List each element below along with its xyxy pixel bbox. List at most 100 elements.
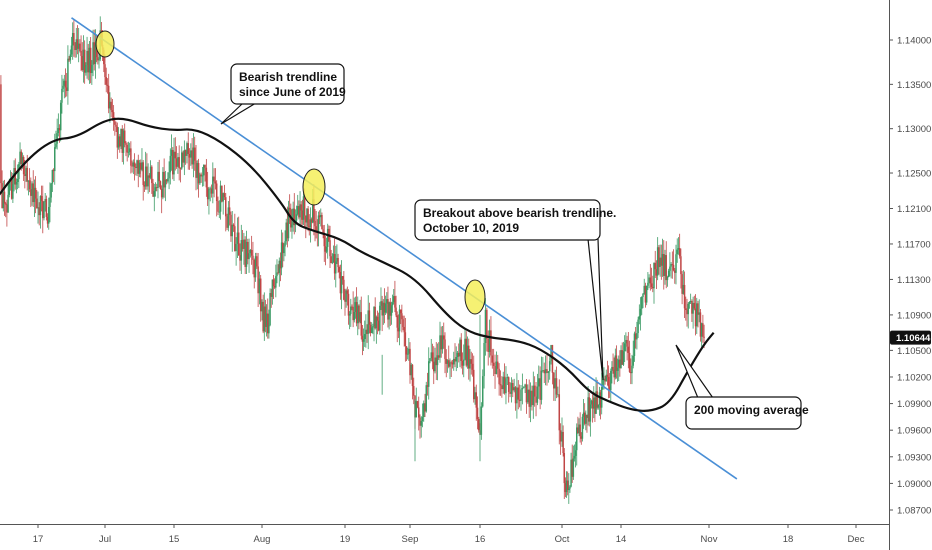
candle-body <box>19 151 21 165</box>
candle-body <box>620 350 622 369</box>
candle-body <box>612 366 614 370</box>
candle-body <box>138 162 141 174</box>
candle-body <box>513 387 515 391</box>
candle-body <box>606 374 609 377</box>
candle-body <box>648 277 650 283</box>
candle-body <box>441 335 444 350</box>
candle-body <box>431 352 434 362</box>
candle-body <box>484 309 487 343</box>
candle-body <box>7 194 9 213</box>
candle-body <box>98 59 100 61</box>
candle-body <box>142 162 144 185</box>
candle-body <box>561 431 563 442</box>
time-tick-label: 15 <box>169 534 180 545</box>
candle-body <box>159 181 162 189</box>
candle-body <box>681 274 683 294</box>
candle-body <box>164 179 167 188</box>
candle-body <box>488 330 491 352</box>
candle-body <box>24 174 26 176</box>
candle-body <box>2 191 5 209</box>
candle-body <box>326 228 329 247</box>
candle-body <box>14 168 17 185</box>
candle-body <box>303 196 306 216</box>
candle-body <box>696 303 698 327</box>
candle-body <box>603 378 605 380</box>
candle-body <box>245 241 248 267</box>
candle-body <box>518 399 521 401</box>
candle-body <box>398 309 401 332</box>
candle-body <box>280 242 283 269</box>
time-tick-label: Dec <box>848 534 865 545</box>
candle-body <box>323 232 325 247</box>
candle-body <box>627 346 630 353</box>
candle-body <box>167 178 169 182</box>
highlight-layer <box>95 30 486 315</box>
candle-body <box>384 303 387 313</box>
candle-body <box>433 361 435 372</box>
candle-body <box>148 175 151 178</box>
candle-body <box>483 342 485 377</box>
candle-body <box>70 45 73 55</box>
candle-body <box>507 377 510 392</box>
candle-body <box>52 169 55 172</box>
candle-layer <box>0 16 705 504</box>
time-tick-label: 19 <box>340 534 351 545</box>
candle-body <box>80 50 82 56</box>
candle-body <box>133 162 136 167</box>
candle-body <box>341 276 344 280</box>
price-tick-label: 1.13500 <box>897 80 931 91</box>
time-tick-label: 18 <box>783 534 794 545</box>
candle-body <box>544 369 547 374</box>
candle-body <box>197 163 200 184</box>
candle-body <box>235 243 237 252</box>
candle-body <box>188 153 191 158</box>
candle-body <box>594 397 596 414</box>
candle-body <box>115 124 117 127</box>
candle-body <box>551 345 554 373</box>
candle-body <box>241 240 244 249</box>
candle-body <box>348 314 351 316</box>
candle-body <box>429 358 431 362</box>
candle-body <box>26 167 28 182</box>
candle-body <box>48 206 50 224</box>
candle-body <box>273 286 276 288</box>
candle-body <box>151 166 153 184</box>
candle-body <box>528 389 530 407</box>
candle-body <box>336 257 338 262</box>
candle-body <box>689 301 692 303</box>
candle-body <box>446 360 449 364</box>
candle-body <box>163 171 165 188</box>
candle-body <box>192 147 195 165</box>
candle-body <box>144 166 147 187</box>
candle-body <box>571 459 573 477</box>
candle-body <box>456 352 459 358</box>
candle-body <box>355 302 358 324</box>
candle-body <box>88 47 91 73</box>
candle-body <box>130 148 132 166</box>
candle-body <box>694 308 697 327</box>
candle-body <box>360 312 362 336</box>
candle-body <box>339 271 342 294</box>
candle-body <box>458 352 460 357</box>
trendline-touch-highlight <box>95 30 115 58</box>
candle-body <box>55 143 57 148</box>
candle-body <box>61 88 63 103</box>
candle-body <box>123 130 126 144</box>
candle-body <box>135 166 137 169</box>
candle-body <box>361 335 364 342</box>
candle-body <box>644 285 647 303</box>
candle-body <box>557 394 559 396</box>
candle-body <box>481 376 484 407</box>
candle-body <box>683 284 686 309</box>
candle-body <box>686 309 688 315</box>
candle-body <box>663 254 665 276</box>
candle-body <box>608 386 611 391</box>
candle-body <box>611 366 613 372</box>
candle-body <box>227 207 230 228</box>
price-tick-label: 1.09300 <box>897 452 931 463</box>
candle-body <box>366 329 368 334</box>
candle-body <box>380 301 382 306</box>
callout-text: since June of 2019 <box>239 85 346 99</box>
candle-body <box>249 249 252 254</box>
candle-body <box>702 323 704 337</box>
